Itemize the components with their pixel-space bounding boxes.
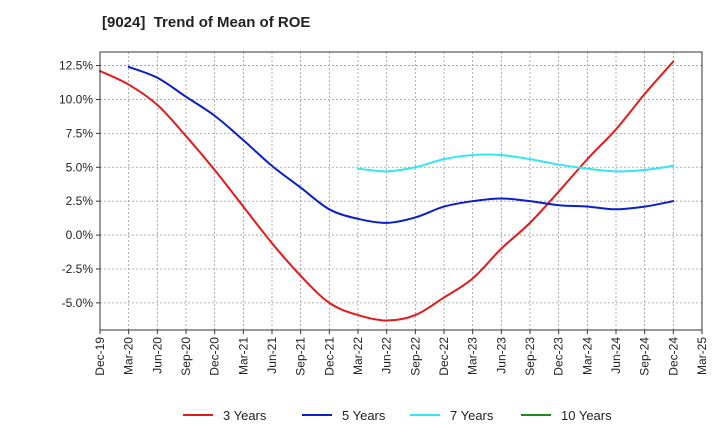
- x-tick-label: Dec-23: [552, 337, 566, 376]
- y-tick-label: 7.5%: [66, 126, 94, 140]
- y-axis-ticks: 12.5% 10.0% 7.5% 5.0% 2.5% 0.0% -2.5% -5.0%: [59, 59, 100, 310]
- chart-title: [9024] Trend of Mean of ROE: [102, 14, 311, 31]
- x-tick-label: Dec-22: [437, 337, 451, 376]
- x-axis-ticks: Dec-19 Mar-20 Jun-20 Sep-20 Dec-20 Mar-21 Jun-…: [93, 330, 709, 376]
- y-tick-label: -5.0%: [62, 296, 94, 310]
- x-tick-label: Sep-24: [638, 337, 652, 376]
- y-tick-label: 5.0%: [66, 160, 94, 174]
- y-tick-label: 10.0%: [59, 92, 93, 106]
- x-tick-label: Dec-19: [93, 337, 107, 376]
- x-tick-label: Mar-22: [351, 337, 365, 375]
- x-tick-label: Jun-20: [150, 337, 164, 374]
- x-tick-label: Jun-21: [265, 337, 279, 374]
- x-tick-label: Jun-24: [609, 337, 623, 374]
- legend-label: 7 Years: [450, 408, 494, 423]
- x-tick-label: Dec-20: [208, 337, 222, 376]
- plot-frame: [99, 51, 703, 331]
- x-tick-label: Mar-25: [695, 337, 709, 375]
- x-tick-label: Mar-23: [466, 337, 480, 375]
- y-tick-label: 0.0%: [66, 228, 94, 242]
- x-tick-label: Sep-23: [523, 337, 537, 376]
- grid: [100, 52, 702, 330]
- x-tick-label: Sep-22: [408, 337, 422, 376]
- y-tick-label: 12.5%: [59, 59, 93, 73]
- y-tick-label: -2.5%: [62, 262, 94, 276]
- legend: 3 Years 5 Years 7 Years 10 Years: [183, 408, 612, 423]
- y-tick-label: 2.5%: [66, 194, 94, 208]
- x-tick-label: Jun-22: [380, 337, 394, 374]
- series-line-7-years: [357, 153, 675, 173]
- x-tick-label: Mar-21: [236, 337, 250, 375]
- x-tick-label: Jun-23: [494, 337, 508, 374]
- x-tick-label: Dec-21: [322, 337, 336, 376]
- x-tick-label: Sep-21: [294, 337, 308, 376]
- series-line-5-years: [127, 65, 675, 224]
- series-lines: [99, 60, 675, 322]
- x-tick-label: Sep-20: [179, 337, 193, 376]
- plot-area: [100, 52, 702, 330]
- x-tick-label: Mar-24: [580, 337, 594, 375]
- x-tick-label: Mar-20: [122, 337, 136, 375]
- x-tick-label: Dec-24: [666, 337, 680, 376]
- legend-label: 3 Years: [223, 408, 267, 423]
- legend-label: 5 Years: [342, 408, 386, 423]
- legend-label: 10 Years: [561, 408, 612, 423]
